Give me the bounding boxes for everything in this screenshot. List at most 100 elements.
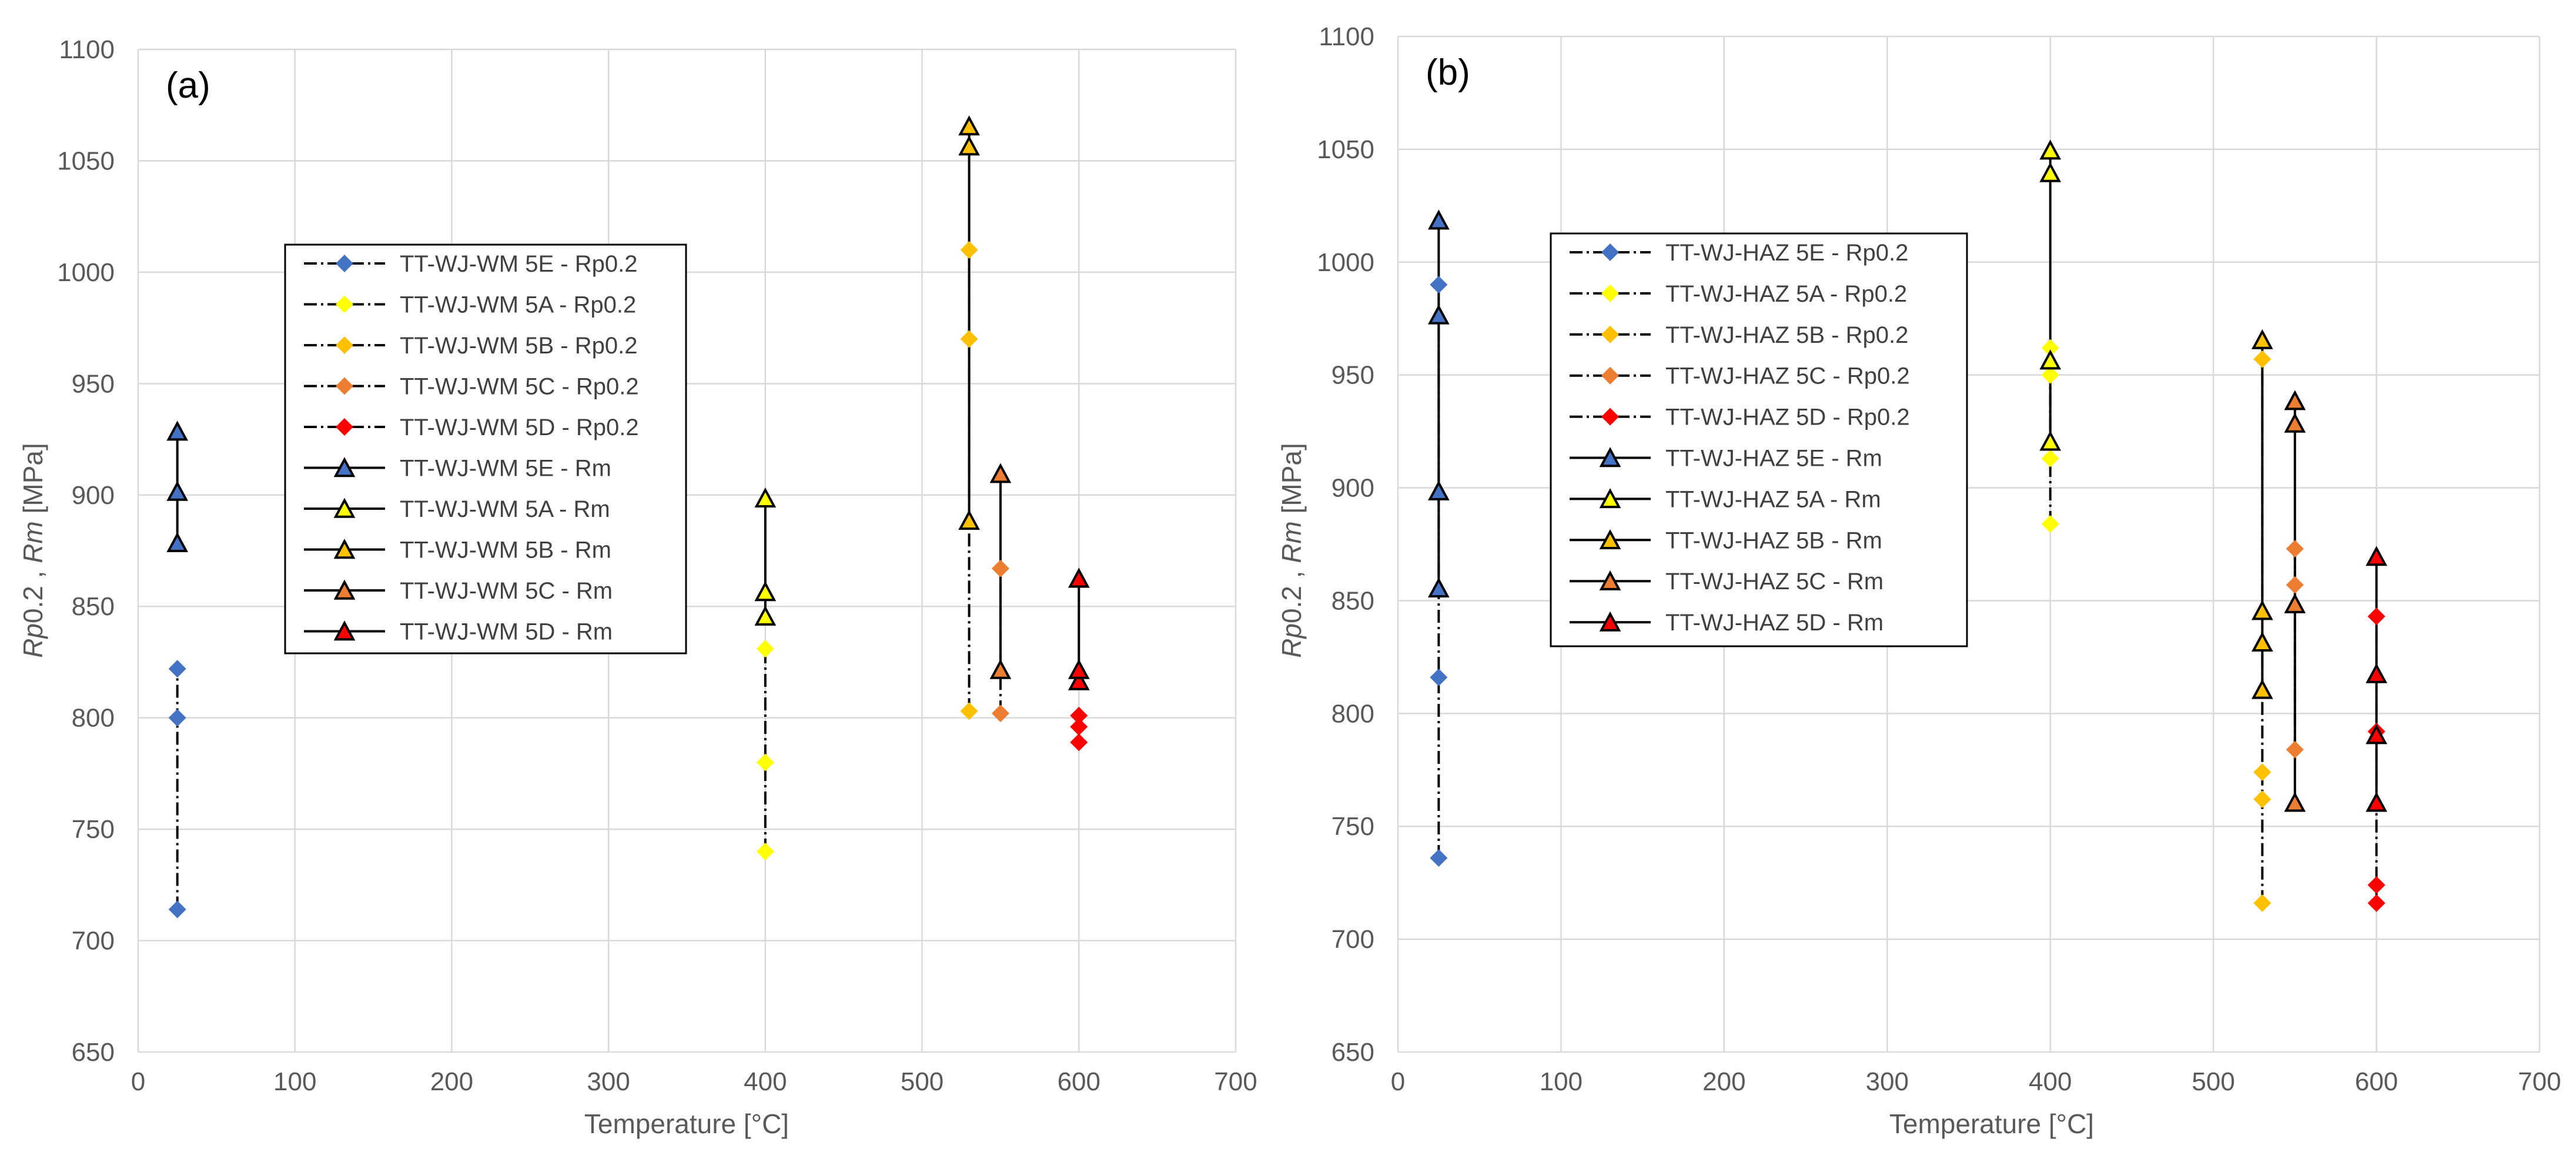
rm-point: [2366, 724, 2387, 744]
y-tick-label: 900: [1332, 474, 1374, 503]
rp-point: [2041, 449, 2059, 468]
rp-point: [168, 660, 186, 678]
rp-point: [1070, 733, 1088, 752]
x-tick-label: 700: [1214, 1067, 1257, 1096]
legend-entry-label: TT-WJ-HAZ 5A - Rp0.2: [1665, 281, 1907, 307]
x-tick-label: 600: [1058, 1067, 1100, 1096]
rp-point: [2253, 763, 2271, 782]
rm-point: [2039, 430, 2062, 451]
y-axis-title: Rp0.2 , Rm [MPa]: [18, 443, 48, 658]
legend-entry-label: TT-WJ-WM 5C - Rp0.2: [400, 374, 639, 400]
x-tick-labels: 0 100 200 300 400 500 600 700: [1391, 1067, 2561, 1096]
rm-point: [754, 605, 777, 626]
rp-point: [756, 843, 774, 860]
rp-point: [2253, 350, 2271, 368]
y-tick-label: 1100: [59, 35, 115, 64]
legend-entry-label: TT-WJ-HAZ 5B - Rm: [1665, 527, 1882, 553]
rm-point: [2284, 390, 2306, 410]
rp-point: [2286, 540, 2304, 558]
legend-entry-label: TT-WJ-WM 5B - Rp0.2: [400, 333, 637, 359]
y-tick-label: 950: [72, 369, 115, 398]
rm-point: [1068, 670, 1090, 690]
legend-entry-label: TT-WJ-WM 5E - Rm: [400, 456, 611, 482]
legend-triangle-marker: [333, 457, 356, 478]
rm-point: [2039, 139, 2062, 160]
y-tick-label: 950: [1332, 361, 1374, 390]
rp-point: [2253, 790, 2271, 809]
rp-point: [960, 241, 978, 259]
y-axis-title-part: 0.2 ,: [18, 563, 48, 623]
series-markers: [1428, 139, 2387, 912]
legend-entry-label: TT-WJ-HAZ 5A - Rm: [1665, 486, 1881, 512]
legend-diamond-marker: [1601, 408, 1619, 426]
y-tick-label: 750: [72, 815, 115, 844]
y-tick-label: 850: [72, 592, 115, 621]
rp-point: [1070, 706, 1088, 724]
legend: TT-WJ-HAZ 5E - Rp0.2 TT-WJ-HAZ 5A - Rp0.2…: [1550, 232, 1968, 647]
legend-entry-label: TT-WJ-HAZ 5E - Rp0.2: [1665, 240, 1908, 266]
legend-triangle-marker: [333, 497, 356, 518]
y-tick-label: 900: [72, 481, 115, 510]
x-tick-label: 300: [587, 1067, 630, 1096]
rp-point: [1430, 849, 1448, 867]
legend-entry-label: TT-WJ-HAZ 5E - Rm: [1665, 446, 1882, 472]
x-tick-label: 200: [1702, 1067, 1745, 1096]
rp-point: [756, 640, 774, 658]
rm-point: [2039, 162, 2062, 182]
rp-point: [2041, 515, 2059, 533]
x-tick-label: 400: [2029, 1067, 2072, 1096]
legend-entry-label: TT-WJ-HAZ 5D - Rp0.2: [1665, 405, 1910, 430]
y-tick-label: 800: [1332, 699, 1374, 728]
rm-point: [1428, 480, 1450, 500]
rp-point: [991, 704, 1009, 723]
rm-point: [754, 487, 777, 508]
x-tick-label: 500: [2192, 1067, 2234, 1096]
y-tick-label: 1100: [1319, 22, 1374, 51]
legend-diamond-marker: [336, 295, 353, 313]
legend: TT-WJ-WM 5E - Rp0.2 TT-WJ-WM 5A - Rp0.2 TT…: [284, 243, 687, 655]
rm-point: [2366, 546, 2387, 566]
y-axis-title-part: Rp: [18, 623, 48, 658]
legend-entry-label: TT-WJ-HAZ 5D - Rm: [1665, 610, 1884, 636]
rm-point: [1428, 209, 1450, 230]
rp-point: [2041, 366, 2059, 384]
legend-diamond-marker: [1601, 243, 1619, 261]
x-axis-title: Temperature [°C]: [584, 1108, 789, 1139]
legend-entry-label: TT-WJ-WM 5D - Rm: [400, 619, 613, 645]
rp-point: [1430, 668, 1448, 686]
y-axis-title-part: 0.2 ,: [1276, 563, 1307, 623]
y-tick-label: 650: [1332, 1038, 1374, 1067]
y-axis-title: Rp0.2 , Rm [MPa]: [1276, 443, 1307, 658]
rm-point: [958, 115, 980, 136]
rm-point: [2366, 792, 2387, 812]
y-tick-label: 800: [72, 704, 115, 733]
legend-diamond-marker: [336, 336, 353, 354]
legend-entry-label: TT-WJ-HAZ 5C - Rp0.2: [1665, 363, 1910, 389]
legend-triangle-marker: [333, 620, 356, 641]
x-tick-label: 0: [1391, 1067, 1405, 1096]
x-tick-label: 100: [273, 1067, 316, 1096]
y-tick-label: 850: [1332, 586, 1374, 615]
rp-point: [168, 709, 186, 727]
rm-point: [958, 135, 980, 156]
rm-point: [166, 420, 189, 441]
rm-point: [1068, 567, 1090, 588]
rp-point: [2286, 576, 2304, 594]
legend-entry-label: TT-WJ-WM 5B - Rm: [400, 537, 611, 563]
series-markers: [166, 115, 1090, 919]
rp-point: [991, 559, 1009, 577]
y-tick-labels: 650 700 750 800 850 900 950 1000 1050 1100: [57, 35, 115, 1067]
rm-point: [2284, 412, 2306, 433]
rp-point: [960, 330, 978, 348]
legend-diamond-marker: [336, 418, 353, 436]
legend-entry-label: TT-WJ-WM 5C - Rm: [400, 578, 613, 604]
legend-triangle-marker: [1599, 570, 1621, 590]
y-tick-label: 650: [72, 1038, 115, 1067]
y-tick-label: 1000: [57, 258, 115, 287]
rp-point: [1430, 276, 1448, 294]
y-axis-title-part: Rm: [1276, 521, 1307, 563]
y-axis-title-part: Rp: [1276, 623, 1307, 658]
rm-point: [2284, 792, 2306, 812]
